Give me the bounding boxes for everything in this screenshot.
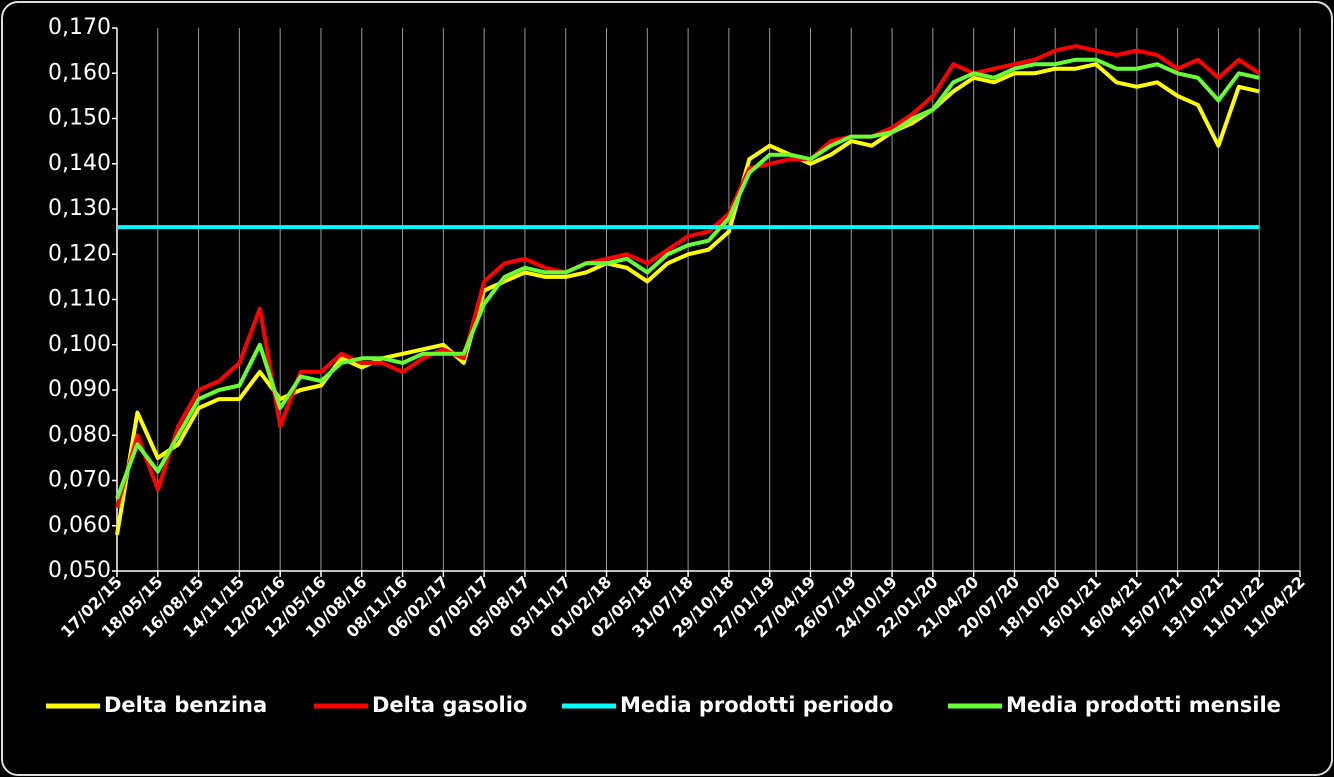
y-tick-label: 0,060 — [48, 513, 111, 538]
data-line — [115, 62, 1260, 536]
y-tick-label: 0,050 — [48, 558, 111, 583]
legend-label: Delta benzina — [104, 693, 267, 717]
y-tick-label: 0,090 — [48, 377, 111, 402]
legend-label: Media prodotti periodo — [620, 693, 893, 717]
y-tick-label: 0,120 — [48, 241, 111, 266]
y-tick-label: 0,100 — [48, 332, 111, 357]
y-tick-label: 0,170 — [48, 15, 111, 40]
y-tick-label: 0,070 — [48, 468, 111, 493]
legend-label: Media prodotti mensile — [1006, 693, 1281, 717]
y-tick-label: 0,150 — [48, 106, 111, 131]
legend-label: Delta gasolio — [372, 693, 527, 717]
y-tick-label: 0,080 — [48, 422, 111, 447]
y-tick-label: 0,130 — [48, 196, 111, 221]
y-tick-label: 0,140 — [48, 151, 111, 176]
data-line — [115, 57, 1260, 500]
y-tick-label: 0,160 — [48, 60, 111, 85]
data-line — [115, 44, 1261, 509]
y-tick-label: 0,110 — [48, 287, 111, 312]
